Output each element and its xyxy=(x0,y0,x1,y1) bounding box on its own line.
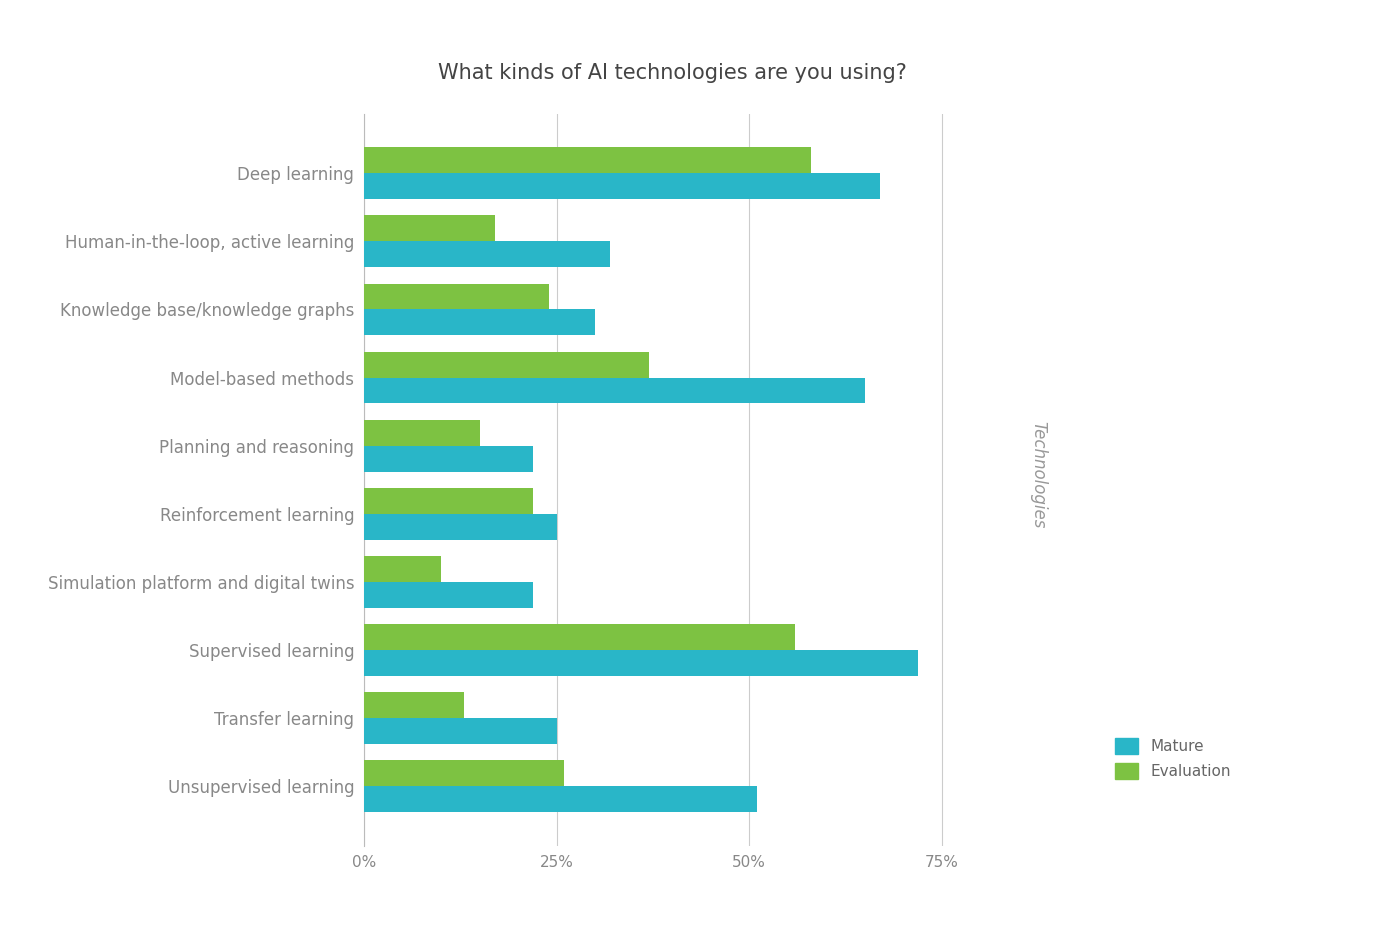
Bar xyxy=(364,624,795,650)
Bar xyxy=(364,514,557,540)
Bar xyxy=(364,420,479,446)
Bar xyxy=(364,693,465,718)
Title: What kinds of AI technologies are you using?: What kinds of AI technologies are you us… xyxy=(438,64,906,84)
Bar xyxy=(364,718,557,744)
Bar xyxy=(364,650,918,676)
Legend: Mature, Evaluation: Mature, Evaluation xyxy=(1116,738,1231,779)
Bar xyxy=(364,377,865,404)
Bar xyxy=(364,241,610,267)
Bar xyxy=(364,352,648,377)
Text: Technologies: Technologies xyxy=(1029,421,1047,529)
Bar xyxy=(364,310,595,335)
Bar xyxy=(364,283,549,310)
Bar xyxy=(364,216,496,241)
Bar xyxy=(364,556,441,582)
Bar xyxy=(364,147,811,173)
Bar xyxy=(364,173,879,200)
Bar xyxy=(364,488,533,514)
Bar xyxy=(364,760,564,787)
Bar xyxy=(364,787,756,812)
Bar xyxy=(364,446,533,471)
Bar xyxy=(364,582,533,608)
